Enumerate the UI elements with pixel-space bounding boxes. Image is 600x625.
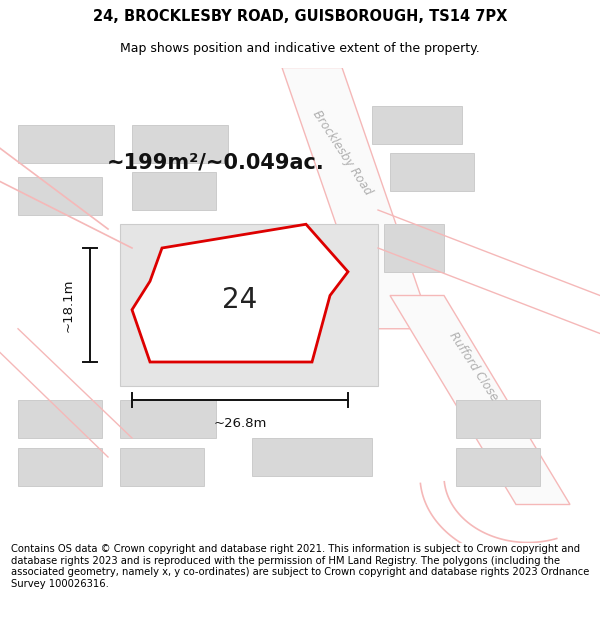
Polygon shape: [18, 448, 102, 486]
Polygon shape: [390, 296, 570, 504]
Polygon shape: [132, 172, 216, 210]
Text: Rufford Close: Rufford Close: [447, 330, 501, 404]
Polygon shape: [18, 124, 114, 162]
Text: 24: 24: [223, 286, 257, 314]
Polygon shape: [252, 438, 372, 476]
Text: 24, BROCKLESBY ROAD, GUISBOROUGH, TS14 7PX: 24, BROCKLESBY ROAD, GUISBOROUGH, TS14 7…: [93, 9, 507, 24]
Polygon shape: [456, 448, 540, 486]
Text: Map shows position and indicative extent of the property.: Map shows position and indicative extent…: [120, 42, 480, 55]
Text: ~199m²/~0.049ac.: ~199m²/~0.049ac.: [107, 152, 325, 173]
Polygon shape: [120, 224, 378, 386]
Polygon shape: [456, 400, 540, 438]
Text: ~26.8m: ~26.8m: [214, 417, 266, 429]
Text: Brocklesby Road: Brocklesby Road: [310, 108, 374, 198]
Text: ~18.1m: ~18.1m: [62, 278, 75, 332]
Polygon shape: [132, 224, 348, 362]
Polygon shape: [132, 124, 228, 162]
Text: Contains OS data © Crown copyright and database right 2021. This information is : Contains OS data © Crown copyright and d…: [11, 544, 589, 589]
Polygon shape: [372, 106, 462, 144]
Polygon shape: [282, 68, 432, 329]
Polygon shape: [18, 400, 102, 438]
Polygon shape: [384, 224, 444, 272]
Polygon shape: [120, 400, 216, 438]
Polygon shape: [120, 448, 204, 486]
Polygon shape: [390, 153, 474, 191]
Polygon shape: [18, 177, 102, 215]
